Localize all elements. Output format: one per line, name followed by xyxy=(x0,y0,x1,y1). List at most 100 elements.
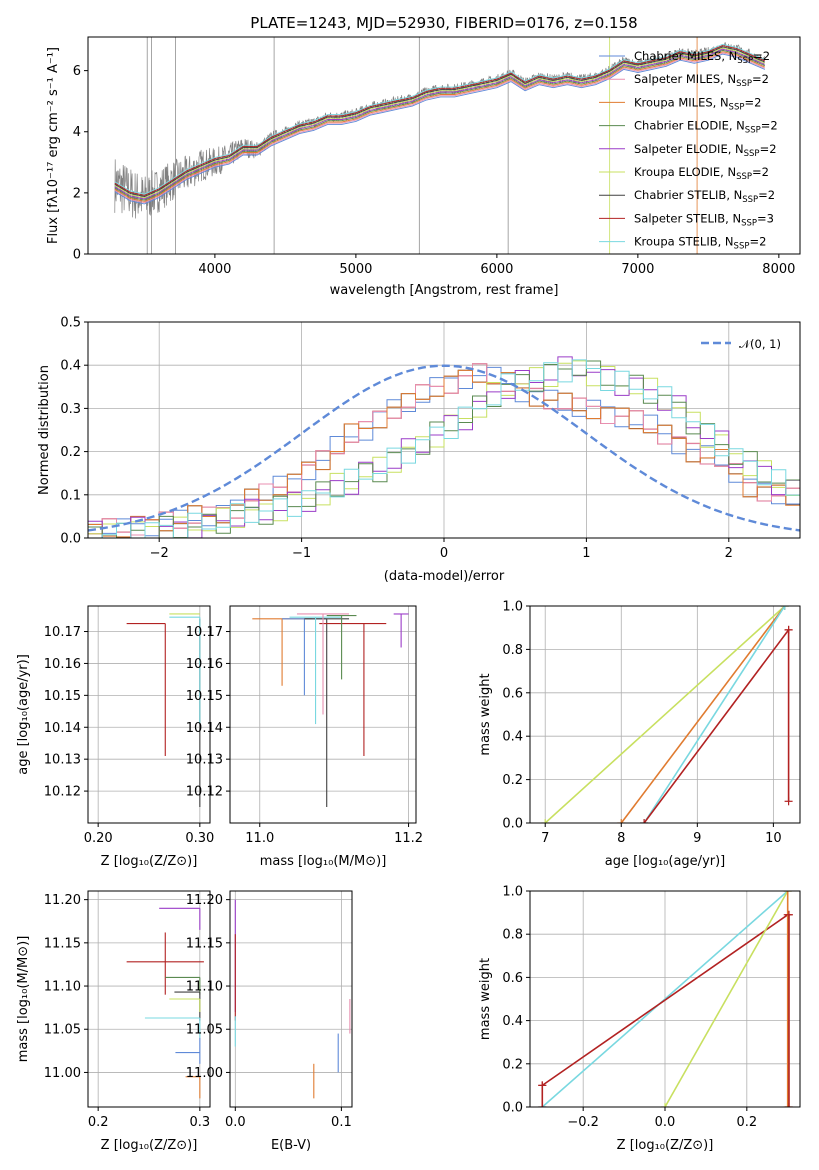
y-tick-label: 10.15 xyxy=(44,689,81,704)
y-tick-label: 10.15 xyxy=(186,689,223,704)
y-tick-label: 11.05 xyxy=(186,1023,223,1038)
mass-weight-line xyxy=(544,606,786,823)
legend-label: Chabrier STELIB, NSSP=2 xyxy=(634,188,775,205)
x-tick-label: 7000 xyxy=(621,262,654,277)
y-tick-label: 1.0 xyxy=(502,600,523,615)
y-tick-label: 0.3 xyxy=(60,402,81,417)
x-tick-label: 1 xyxy=(582,546,590,561)
residual-histogram-panel: −2 −1 0 1 2 0.0 0.1 0.2 0.3 0.4 0.5 (data-model)/er… xyxy=(37,316,801,584)
model-spectrum-line xyxy=(114,51,765,202)
legend-subscript: SSP xyxy=(742,195,758,205)
mass-vs-extinction-panel: 0.0 0.1 11.00 11.05 11.10 11.15 11.20 E(B-V) xyxy=(186,890,353,1153)
legend-label: Salpeter STELIB, NSSP=3 xyxy=(634,211,774,228)
axes-frame xyxy=(87,605,211,824)
plot-area xyxy=(126,907,204,1099)
x-tick-label: 6000 xyxy=(480,262,513,277)
spectrum-panel: 4000 5000 6000 7000 8000 0 2 4 6 PLATE=1243, MJD=… xyxy=(46,14,801,298)
y-tick-label: 6 xyxy=(73,64,81,79)
y-tick-label: 0.8 xyxy=(502,643,523,658)
y-tick-label: 10.13 xyxy=(186,753,223,768)
mass-vs-metallicity-panel: 0.2 0.3 11.00 11.05 11.10 11.15 11.20 Z [log₁₀(… xyxy=(16,890,211,1153)
panel-ylabel: mass [log₁₀(M/M⊙)] xyxy=(16,936,31,1063)
model-spectrum-line xyxy=(114,49,765,201)
plot-area xyxy=(538,891,793,1107)
mass-weight-line xyxy=(664,891,789,1107)
x-tick-label: 2 xyxy=(725,546,733,561)
legend-label: Salpeter ELODIE, NSSP=2 xyxy=(634,142,777,159)
panel-ylabel: mass weight xyxy=(478,673,493,755)
axes-frame xyxy=(529,605,801,824)
normal-distribution-curve xyxy=(88,364,800,532)
histogram-step-line xyxy=(88,369,800,538)
x-tick-label: 4000 xyxy=(198,262,231,277)
plot-area xyxy=(234,899,351,1099)
y-tick-label: 11.00 xyxy=(186,1066,223,1081)
x-tick-label: −2 xyxy=(150,546,169,561)
y-tick-label: 0.0 xyxy=(502,1101,523,1116)
mass-weight-line xyxy=(620,606,786,823)
model-spectrum-line xyxy=(114,52,765,204)
y-tick-label: 0.5 xyxy=(60,316,81,331)
mass-weight-line xyxy=(541,914,789,1087)
x-tick-label: 7 xyxy=(541,831,549,846)
y-tick-label: 2 xyxy=(73,186,81,201)
legend-subscript: SSP xyxy=(736,79,752,89)
x-tick-label: 0.20 xyxy=(84,831,113,846)
axes-frame xyxy=(87,321,801,539)
legend-subscript: SSP xyxy=(736,172,752,182)
x-tick-label: −1 xyxy=(292,546,311,561)
legend-label: Salpeter MILES, NSSP=2 xyxy=(634,72,769,89)
y-tick-label: 0.2 xyxy=(502,1057,523,1072)
panel-xlabel: Z [log₁₀(Z/Z⊙)] xyxy=(101,1138,198,1153)
panel-xlabel: E(B-V) xyxy=(271,1138,311,1153)
x-tick-label: 8000 xyxy=(762,262,795,277)
model-spectrum-line xyxy=(114,43,765,195)
y-tick-label: 0.0 xyxy=(502,817,523,832)
legend-subscript: SSP xyxy=(734,242,750,252)
x-tick-label: 9 xyxy=(693,831,701,846)
x-tick-label: 0.1 xyxy=(331,1115,352,1130)
mass-weight-line xyxy=(643,606,786,823)
y-tick-label: 11.15 xyxy=(44,936,81,951)
y-tick-label: 0.6 xyxy=(502,686,523,701)
mass-weight-line xyxy=(643,629,790,823)
x-tick-label: 0.2 xyxy=(88,1115,109,1130)
model-spectrum-line xyxy=(114,47,765,199)
legend-tail: =2 xyxy=(761,119,778,133)
x-tick-label: 0 xyxy=(440,546,448,561)
histogram-ylabel: Normed distribution xyxy=(37,365,52,495)
panel-ylabel: mass weight xyxy=(478,958,493,1040)
model-spectrum-line xyxy=(114,45,765,196)
plot-area xyxy=(252,613,409,808)
legend-tail: =2 xyxy=(753,49,770,63)
y-tick-label: 0.2 xyxy=(60,445,81,460)
mass-weight-vs-age-panel: 7 8 9 10 0.0 0.2 0.4 0.6 0.8 1.0 age [log₁₀(age/yr… xyxy=(478,600,801,869)
histogram-step-line xyxy=(88,359,800,538)
mass-weight-line xyxy=(541,891,789,1107)
y-tick-label: 10.17 xyxy=(44,625,81,640)
y-tick-label: 0 xyxy=(73,248,81,263)
model-spectrum-line xyxy=(114,53,765,205)
y-tick-label: 10.16 xyxy=(186,657,223,672)
y-tick-label: 11.00 xyxy=(44,1066,81,1081)
y-tick-label: 11.10 xyxy=(44,980,81,995)
y-tick-label: 11.15 xyxy=(186,936,223,951)
axes-frame xyxy=(529,890,801,1108)
legend-subscript: SSP xyxy=(745,126,761,136)
spectrum-ylabel: Flux [fλ10⁻¹⁷ erg cm⁻² s⁻¹ A⁻¹] xyxy=(46,47,61,244)
x-tick-label: 0.2 xyxy=(736,1115,757,1130)
legend-tail: =2 xyxy=(760,142,777,156)
age-vs-mass-panel: 11.0 11.2 10.12 10.13 10.14 10.15 10.16 10.17 ma… xyxy=(186,605,423,869)
x-tick-label: 11.0 xyxy=(245,831,274,846)
model-spectrum-line xyxy=(114,48,765,200)
plot-area xyxy=(114,37,765,254)
legend-tail: =2 xyxy=(749,235,766,249)
legend-label: 𝒩(0, 1) xyxy=(739,337,781,351)
age-vs-metallicity-panel: 0.20 0.30 10.12 10.13 10.14 10.15 10.16 10.17 Z … xyxy=(16,605,214,869)
y-tick-label: 4 xyxy=(73,125,81,140)
y-tick-label: 0.4 xyxy=(60,359,81,374)
histogram-step-line xyxy=(88,360,800,538)
legend-tail: =2 xyxy=(752,72,769,86)
y-tick-label: 11.10 xyxy=(186,980,223,995)
panel-xlabel: age [log₁₀(age/yr)] xyxy=(605,854,726,869)
